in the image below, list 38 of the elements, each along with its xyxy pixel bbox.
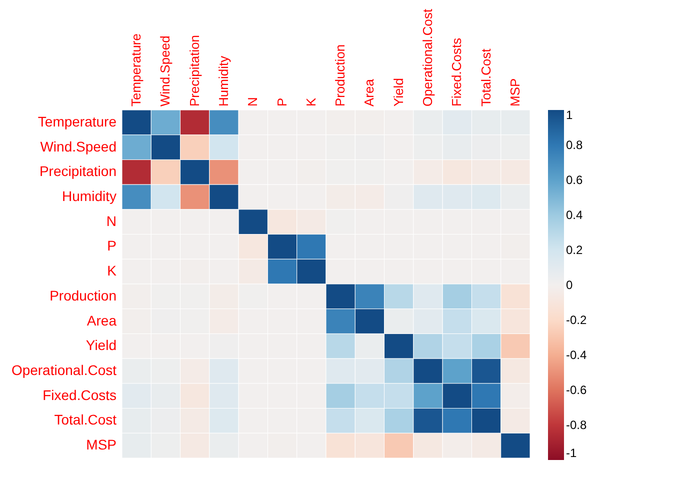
color-bar-label: 0	[566, 278, 573, 292]
x-tick-label: Precipitation	[186, 34, 202, 106]
y-tick-label: Humidity	[62, 188, 116, 204]
color-bar-label: 1	[566, 108, 573, 122]
x-tick-label: Operational.Cost	[420, 8, 435, 106]
y-tick-label: P	[107, 238, 116, 254]
color-bar-label: -0.2	[566, 313, 588, 327]
x-tick-label: Total.Cost	[478, 48, 494, 106]
color-bar-label: 0.6	[566, 173, 584, 187]
y-tick-label: Production	[50, 287, 116, 304]
x-tick-label: K	[303, 98, 318, 106]
y-tick-label: Total.Cost	[54, 412, 117, 428]
y-tick-label: Precipitation	[39, 163, 116, 180]
x-tick-label: N	[245, 97, 260, 106]
y-tick-label: N	[106, 212, 116, 229]
x-tick-label: Area	[362, 78, 377, 106]
color-bar-label: 0.4	[566, 208, 584, 222]
y-tick-label: Area	[86, 312, 117, 328]
y-tick-label: Wind.Speed	[40, 138, 116, 154]
y-tick-label: Yield	[86, 337, 116, 354]
color-bar-label: 0.8	[566, 138, 584, 152]
x-tick-label: P	[274, 98, 290, 106]
y-tick-label: K	[107, 262, 118, 279]
color-bar-label: -1	[566, 446, 577, 460]
x-tick-label: Humidity	[216, 55, 231, 106]
color-bar-label: -0.6	[566, 383, 588, 397]
y-tick-label: Fixed.Costs	[42, 386, 116, 403]
color-bar-label: 0.2	[566, 243, 584, 257]
color-bar-label: -0.4	[566, 348, 588, 362]
x-tick-label: Yield	[390, 78, 406, 106]
x-tick-label: Wind.Speed	[158, 36, 173, 106]
y-tick-label: MSP	[86, 436, 116, 453]
y-tick-label: Temperature	[38, 113, 117, 130]
y-tick-label: Operational.Cost	[11, 362, 117, 378]
x-tick-label: Fixed.Costs	[449, 37, 464, 106]
color-bar-label: -0.8	[566, 418, 588, 432]
x-tick-label: MSP	[507, 78, 522, 106]
x-tick-label: Production	[332, 44, 348, 106]
